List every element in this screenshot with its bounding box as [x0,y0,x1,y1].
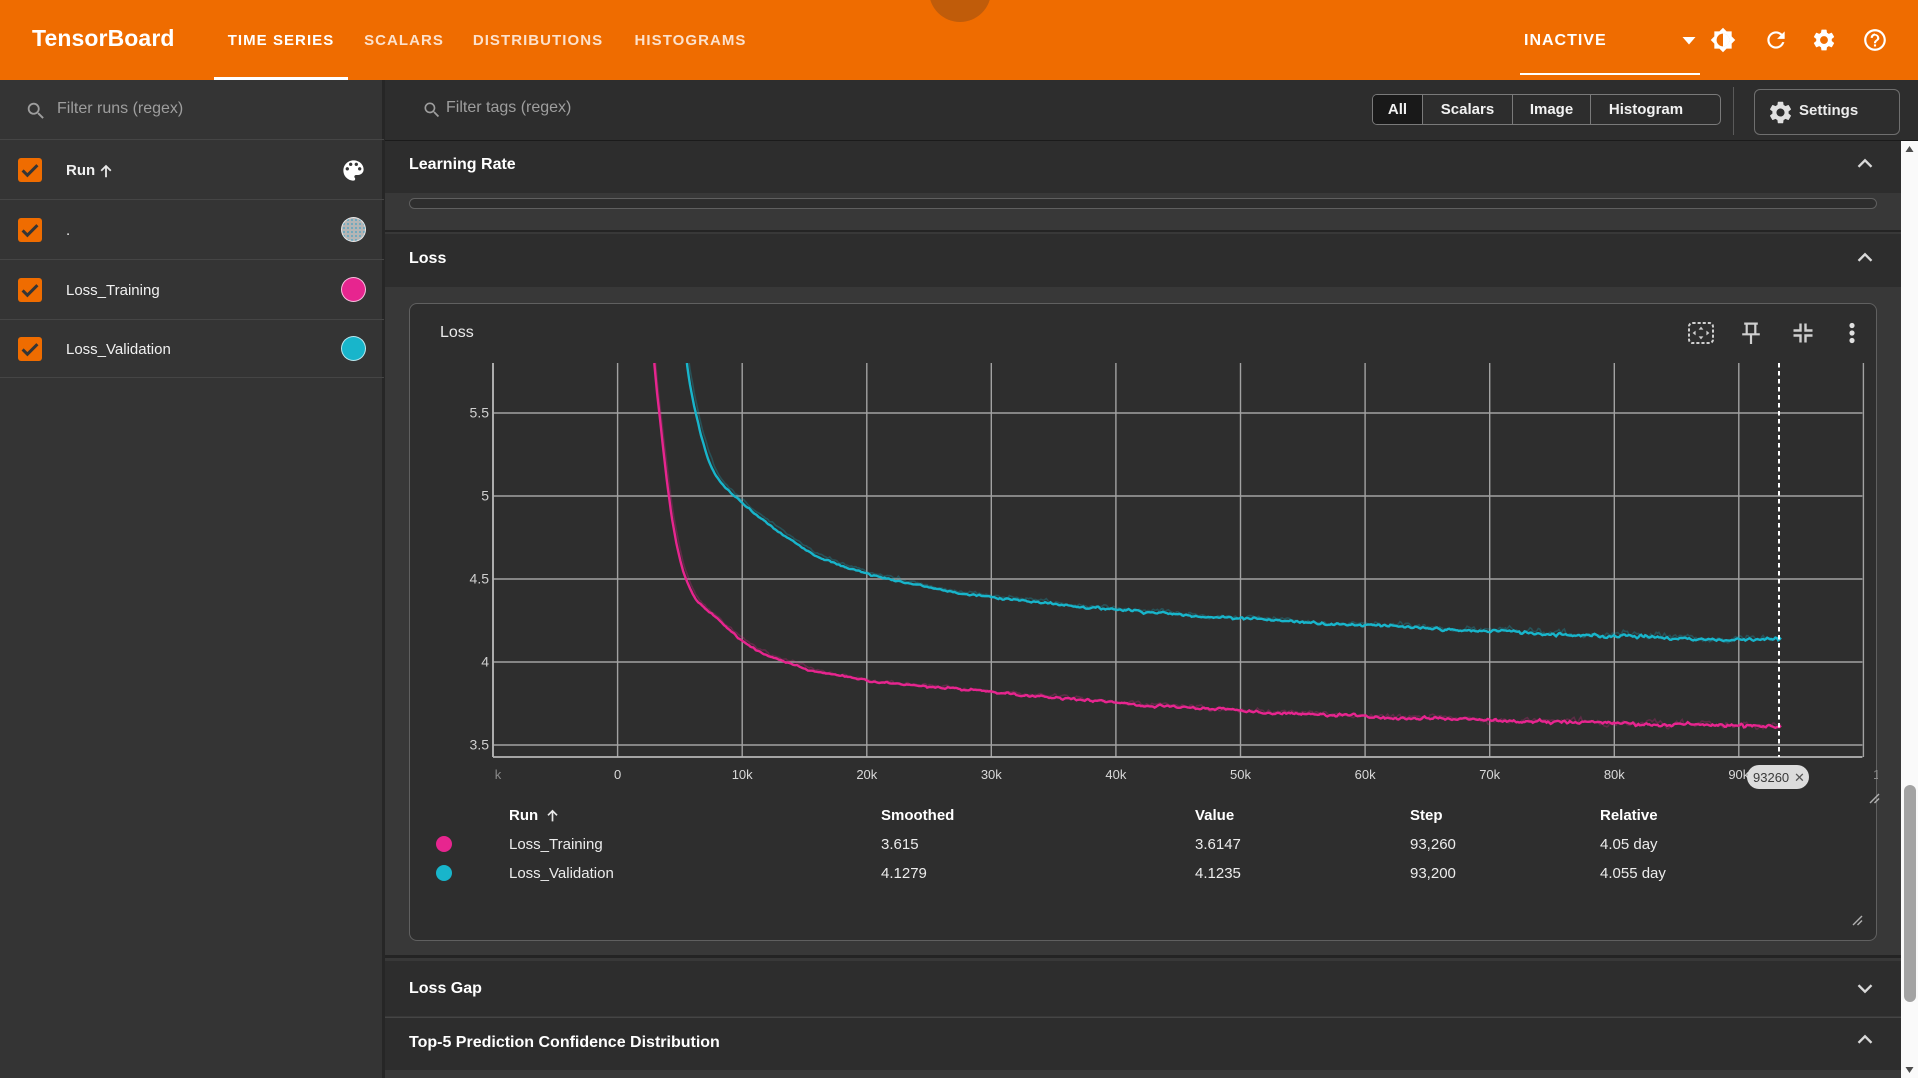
svg-text:k: k [495,767,502,782]
svg-text:10k: 10k [732,767,753,782]
svg-text:80k: 80k [1604,767,1625,782]
svg-text:4.5: 4.5 [470,571,490,587]
svg-text:70k: 70k [1479,767,1500,782]
svg-text:40k: 40k [1105,767,1126,782]
svg-text:3.5: 3.5 [470,737,490,753]
svg-text:60k: 60k [1355,767,1376,782]
svg-text:90k: 90k [1728,767,1749,782]
svg-text:5.5: 5.5 [470,405,490,421]
svg-text:50k: 50k [1230,767,1251,782]
svg-text:5: 5 [481,488,489,504]
svg-text:0: 0 [614,767,621,782]
svg-text:10: 10 [1873,767,1878,782]
svg-text:4: 4 [481,654,489,670]
svg-text:20k: 20k [856,767,877,782]
svg-text:30k: 30k [981,767,1002,782]
